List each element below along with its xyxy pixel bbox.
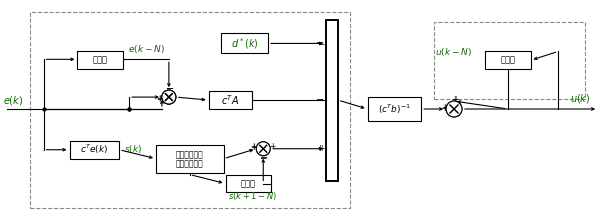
Text: +: +	[316, 144, 323, 153]
Circle shape	[162, 90, 176, 104]
Text: $d^*(k)$: $d^*(k)$	[230, 36, 258, 51]
Text: −: −	[166, 84, 174, 94]
Text: 存储器: 存储器	[500, 56, 515, 65]
Text: +: +	[156, 95, 162, 104]
Text: −: −	[317, 95, 325, 105]
Text: −: −	[165, 84, 173, 93]
Circle shape	[257, 142, 270, 156]
Bar	[485, 51, 531, 69]
Bar	[30, 12, 350, 208]
Bar	[209, 91, 252, 109]
Circle shape	[162, 90, 176, 104]
Text: 存储器: 存储器	[93, 56, 108, 65]
Text: $e(k-N)$: $e(k-N)$	[128, 43, 165, 55]
Text: +: +	[441, 102, 447, 112]
Text: $s(k)$: $s(k)$	[124, 143, 142, 155]
Bar	[434, 21, 585, 99]
Text: −: −	[260, 153, 267, 162]
Bar	[77, 51, 123, 69]
Circle shape	[162, 90, 176, 104]
Text: $e(k)$: $e(k)$	[3, 94, 23, 107]
Text: +: +	[269, 142, 275, 151]
Text: $(c^Tb)^{-1}$: $(c^Tb)^{-1}$	[378, 102, 411, 116]
Text: +: +	[452, 95, 458, 104]
Circle shape	[257, 142, 270, 156]
Text: +: +	[318, 144, 324, 153]
Text: 连续化趋近律: 连续化趋近律	[176, 160, 204, 169]
Circle shape	[446, 101, 462, 117]
Bar	[221, 33, 268, 53]
Text: −: −	[316, 38, 324, 48]
Text: +: +	[441, 104, 447, 112]
Text: 存储器: 存储器	[241, 179, 256, 188]
Bar	[226, 174, 271, 192]
Text: +: +	[451, 95, 457, 104]
Text: +: +	[250, 143, 257, 152]
Text: $u(k-N)$: $u(k-N)$	[435, 46, 472, 58]
Text: −: −	[317, 39, 325, 48]
Bar	[69, 141, 119, 159]
Bar	[326, 20, 338, 181]
Text: 单位向量函数: 单位向量函数	[176, 150, 204, 159]
Text: $u(k)$: $u(k)$	[570, 92, 591, 105]
Text: $c^TA$: $c^TA$	[221, 93, 240, 107]
Text: −: −	[260, 153, 268, 163]
Text: −: −	[316, 95, 324, 105]
Text: $c^Te(k)$: $c^Te(k)$	[80, 143, 109, 156]
Text: $s(k+1-N)$: $s(k+1-N)$	[229, 190, 278, 202]
Circle shape	[446, 101, 462, 117]
Bar	[368, 97, 421, 121]
Bar	[156, 145, 224, 173]
Text: +: +	[156, 94, 162, 103]
Text: +: +	[250, 142, 257, 151]
